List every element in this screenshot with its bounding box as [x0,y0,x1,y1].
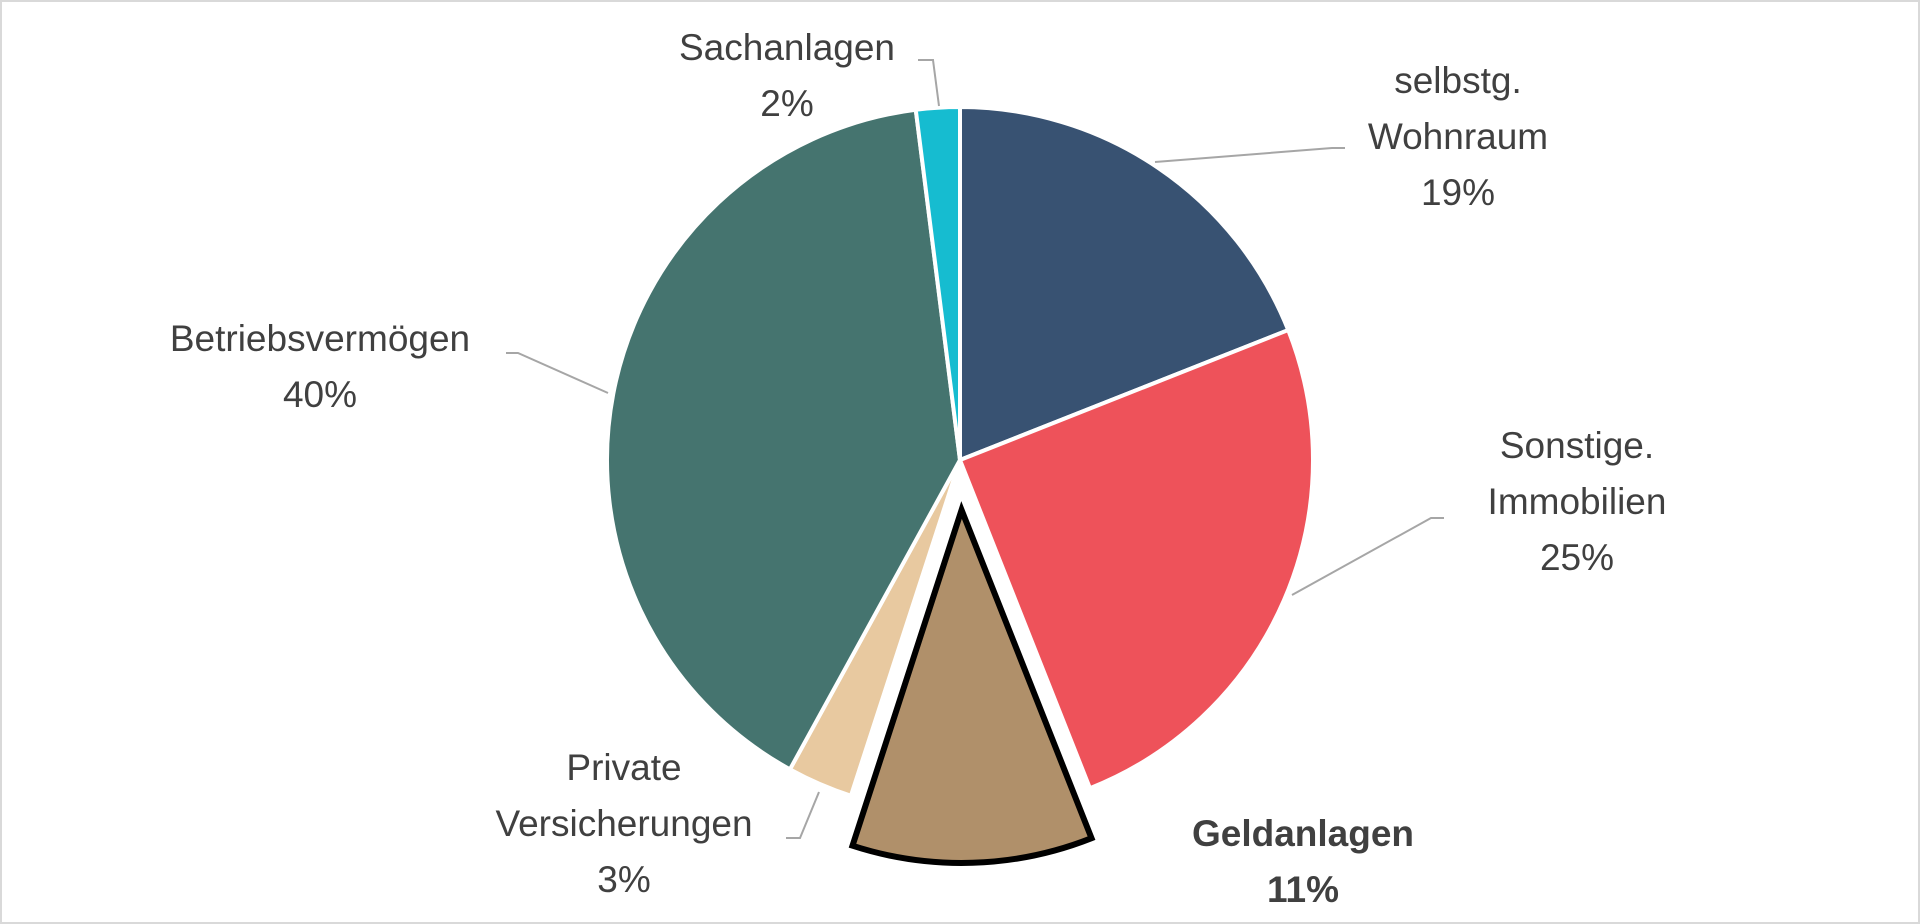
data-label-category: Betriebsvermögen [170,318,470,359]
data-labels: selbstg. Wohnraum 19% Sonstige. Immobilien 25… [170,27,1667,910]
pie-slice-selbstg-wohnraum [958,104,1291,463]
data-label-category: Sonstige. [1500,425,1654,466]
data-label-category: Sachanlagen [679,27,895,68]
leader-lines [506,59,1444,839]
pie-slices [605,104,1315,866]
data-label-value: 19% [1421,172,1495,213]
data-label-value: 11% [1267,869,1339,910]
data-label-category: Versicherungen [495,803,752,844]
leader-line [786,791,820,839]
leader-line [1291,517,1444,596]
pie-slice-sonstige-immobilien [957,327,1315,791]
pie-slice-geldanlagen [848,501,1096,866]
data-label-category: Private [566,747,681,788]
data-label-value: 3% [597,859,650,900]
data-label-category: selbstg. [1394,60,1522,101]
data-label-value: 2% [760,83,813,124]
leader-line [918,59,940,107]
leader-line [506,352,609,394]
data-label-value: 40% [283,374,357,415]
leader-line [1154,147,1345,163]
data-label-category: Geldanlagen [1192,813,1414,854]
pie-slice-betriebsvermögen [605,107,963,773]
data-label-value: 25% [1540,537,1614,578]
data-label-category: Wohnraum [1368,116,1548,157]
data-label-category: Immobilien [1488,481,1667,522]
pie-slice-sachanlagen [913,104,962,461]
